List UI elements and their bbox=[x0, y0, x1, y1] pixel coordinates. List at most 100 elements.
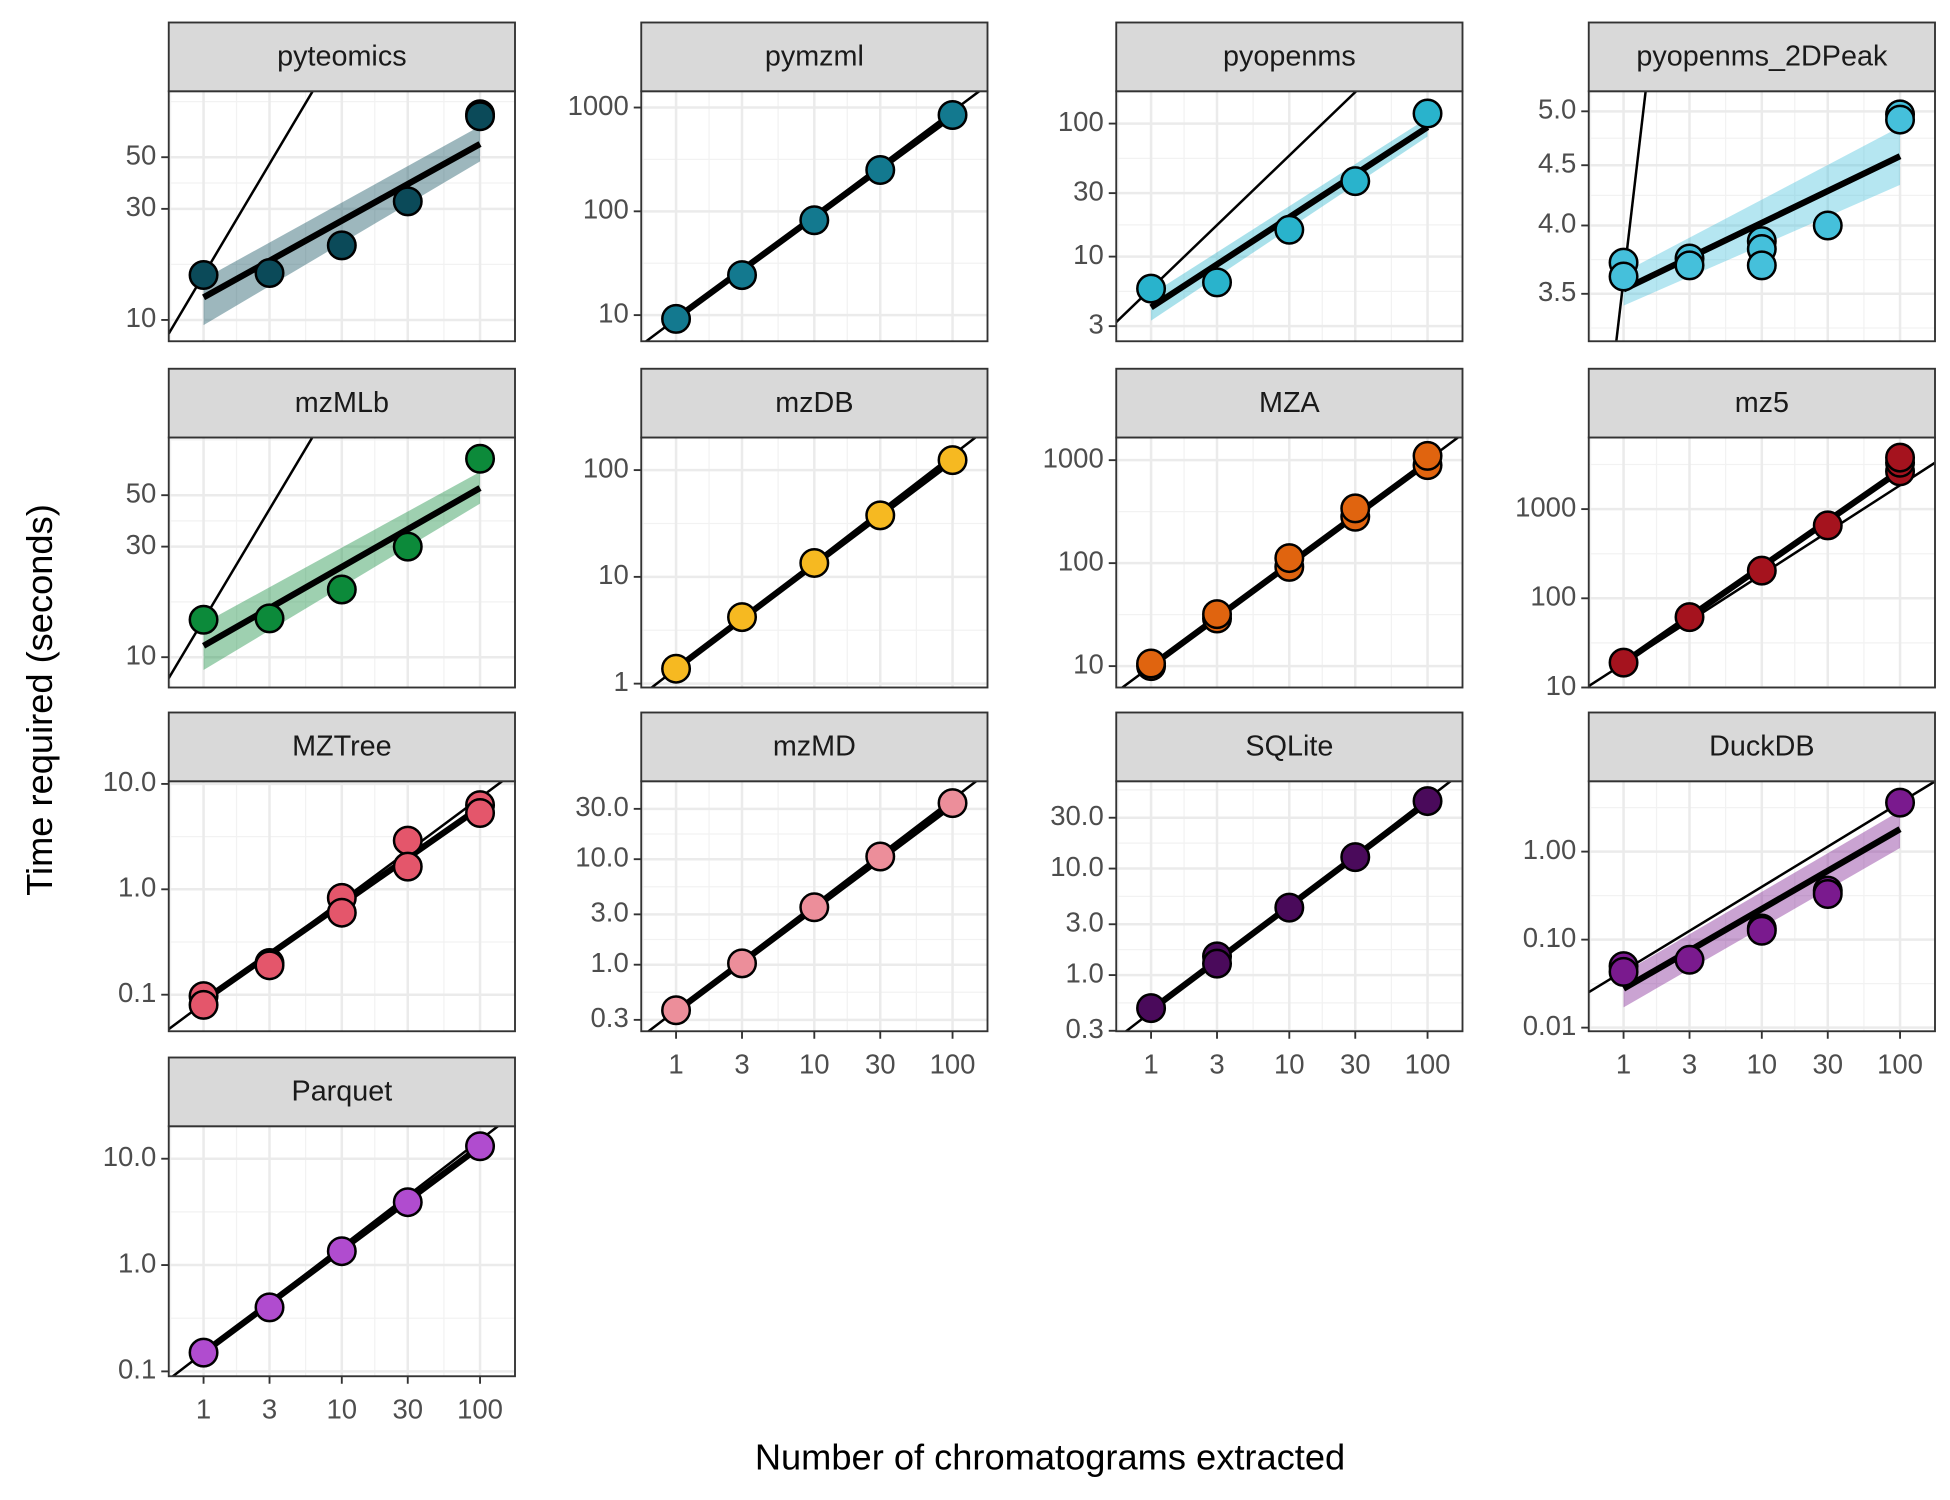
strip bbox=[167, 367, 516, 439]
reference-line bbox=[1588, 781, 1935, 994]
y-tick-label: 30 bbox=[126, 529, 157, 560]
x-tick-label: 100 bbox=[1877, 1049, 1923, 1080]
y-tick-label: 10 bbox=[598, 559, 629, 590]
y-tick-label: 0.1 bbox=[118, 977, 156, 1008]
y-tick-label: 1.0 bbox=[591, 947, 629, 978]
y-tick-label: 100 bbox=[1058, 545, 1104, 576]
y-tick-label: 30.0 bbox=[1050, 800, 1104, 831]
y-tick-label: 3.5 bbox=[1538, 276, 1576, 307]
point bbox=[1812, 510, 1843, 541]
x-tick-label: 10 bbox=[327, 1394, 358, 1425]
point bbox=[727, 260, 758, 291]
point bbox=[1608, 261, 1639, 292]
y-tick-label: 1.0 bbox=[1066, 957, 1104, 988]
point bbox=[188, 259, 219, 290]
point bbox=[799, 547, 830, 578]
strip-label: MZTree bbox=[292, 731, 392, 763]
y-tick-label: 1.0 bbox=[118, 1247, 156, 1278]
strip-label: mzMLb bbox=[295, 387, 389, 419]
point bbox=[661, 653, 692, 684]
point bbox=[1746, 555, 1777, 586]
point bbox=[1885, 442, 1916, 473]
point bbox=[1674, 602, 1705, 633]
x-tick-label: 10 bbox=[1274, 1049, 1305, 1080]
x-tick-label: 100 bbox=[457, 1394, 503, 1425]
strip-label: mz5 bbox=[1735, 387, 1789, 419]
point bbox=[326, 1236, 357, 1267]
y-tick-label: 0.3 bbox=[1066, 1013, 1104, 1044]
strip bbox=[1587, 711, 1936, 783]
strip bbox=[640, 711, 989, 783]
y-tick-label: 5.0 bbox=[1538, 94, 1576, 125]
point bbox=[1340, 166, 1371, 197]
point bbox=[1202, 267, 1233, 298]
point bbox=[1412, 440, 1443, 471]
x-tick-label: 30 bbox=[1812, 1049, 1843, 1080]
point bbox=[661, 995, 692, 1026]
point bbox=[1674, 944, 1705, 975]
y-tick-label: 10 bbox=[126, 302, 157, 333]
strip-label: DuckDB bbox=[1709, 731, 1814, 763]
y-tick-label: 3.0 bbox=[1066, 907, 1104, 938]
strip-label: pyteomics bbox=[277, 41, 406, 73]
strip bbox=[167, 711, 516, 783]
y-tick-label: 30.0 bbox=[575, 791, 629, 822]
point bbox=[1136, 993, 1167, 1024]
point bbox=[1340, 842, 1371, 873]
point bbox=[188, 604, 219, 635]
point bbox=[1812, 210, 1843, 241]
x-tick-label: 1 bbox=[196, 1394, 211, 1425]
y-tick-label: 10 bbox=[598, 297, 629, 328]
y-tick-label: 3 bbox=[1088, 308, 1103, 339]
point bbox=[1202, 599, 1233, 630]
fit-line bbox=[1621, 826, 1902, 992]
y-tick-label: 1000 bbox=[1515, 491, 1576, 522]
point bbox=[465, 443, 496, 474]
x-tick-label: 1 bbox=[1616, 1049, 1631, 1080]
fit-line bbox=[202, 141, 482, 301]
panel bbox=[1588, 781, 1935, 1032]
y-tick-label: 1 bbox=[613, 666, 628, 697]
strip-label: pyopenms bbox=[1223, 41, 1356, 73]
fit-line bbox=[202, 485, 482, 649]
y-tick-label: 100 bbox=[1530, 581, 1576, 612]
point bbox=[1608, 956, 1639, 987]
point bbox=[326, 574, 357, 605]
x-tick-label: 3 bbox=[1209, 1049, 1224, 1080]
y-tick-label: 1.00 bbox=[1523, 834, 1577, 865]
panel bbox=[1588, 91, 1935, 342]
point bbox=[254, 603, 285, 634]
point bbox=[1674, 250, 1705, 281]
point bbox=[465, 1131, 496, 1162]
point bbox=[392, 186, 423, 217]
panel bbox=[168, 91, 515, 342]
point bbox=[326, 230, 357, 261]
x-tick-label: 10 bbox=[1747, 1049, 1778, 1080]
point bbox=[865, 155, 896, 186]
strip bbox=[1115, 711, 1464, 783]
point bbox=[799, 892, 830, 923]
y-tick-label: 3.0 bbox=[591, 897, 629, 928]
reference-line bbox=[1116, 91, 1358, 323]
panel bbox=[641, 91, 988, 342]
point bbox=[1885, 104, 1916, 135]
point bbox=[937, 100, 968, 131]
y-tick-label: 30 bbox=[1073, 175, 1104, 206]
y-tick-label: 0.10 bbox=[1523, 922, 1577, 953]
x-tick-label: 30 bbox=[392, 1394, 423, 1425]
strip-label: MZA bbox=[1259, 387, 1321, 419]
point bbox=[1746, 250, 1777, 281]
y-tick-label: 10.0 bbox=[103, 1141, 157, 1172]
y-tick-label: 10.0 bbox=[1050, 851, 1104, 882]
x-tick-label: 3 bbox=[1682, 1049, 1697, 1080]
point bbox=[392, 531, 423, 562]
point bbox=[799, 205, 830, 236]
point bbox=[1274, 214, 1305, 245]
y-tick-label: 10 bbox=[1073, 648, 1104, 679]
y-tick-label: 4.5 bbox=[1538, 147, 1576, 178]
y-tick-label: 0.3 bbox=[591, 1002, 629, 1033]
y-tick-label: 10.0 bbox=[575, 841, 629, 872]
point bbox=[727, 602, 758, 633]
y-tick-label: 100 bbox=[1058, 106, 1104, 137]
